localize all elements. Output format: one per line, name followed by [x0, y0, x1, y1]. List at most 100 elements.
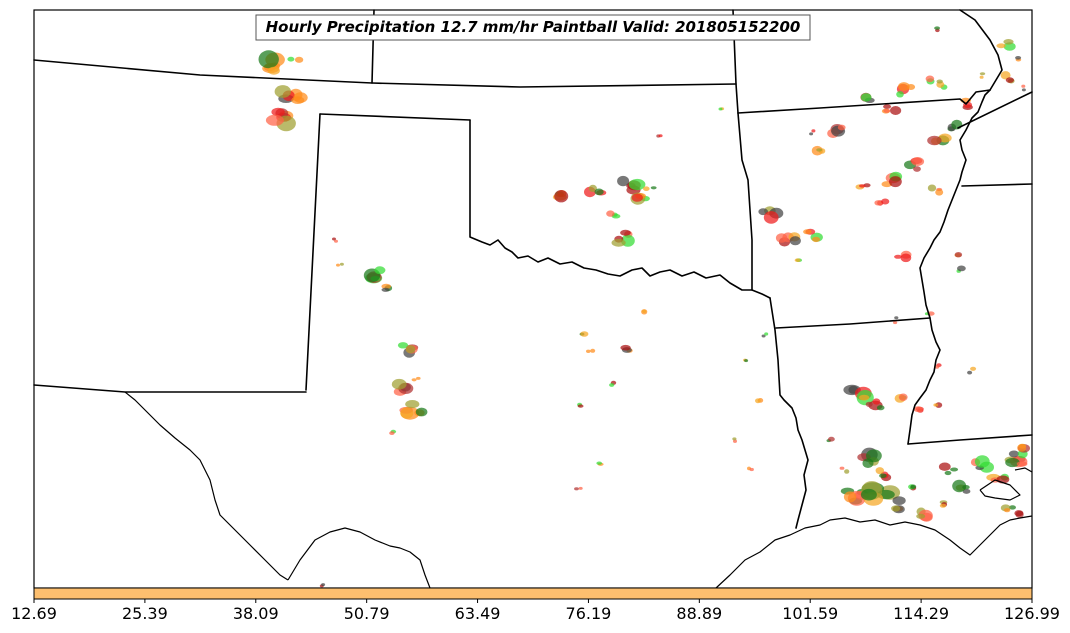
- precipitation-paintball: [898, 82, 910, 91]
- precipitation-paintball: [1021, 84, 1026, 88]
- precipitation-paintball: [962, 485, 970, 490]
- precipitation-paintball: [596, 461, 602, 465]
- precipitation-paintball: [405, 400, 420, 409]
- precipitation-paintball: [732, 437, 737, 441]
- coast-mexico: [287, 527, 431, 589]
- precipitation-paintball: [586, 349, 591, 353]
- precipitation-paintball: [332, 237, 336, 241]
- precipitation-paintball: [859, 184, 866, 188]
- precipitation-paintball: [962, 488, 971, 494]
- precipitation-paintball: [744, 359, 749, 363]
- precipitation-paintball: [580, 331, 589, 337]
- precipitation-paintball: [334, 239, 338, 243]
- coast-texas-gulf: [715, 515, 1033, 589]
- precipitation-paintball: [287, 56, 295, 62]
- precipitation-paintball: [411, 378, 417, 382]
- precipitation-paintball: [650, 186, 657, 190]
- precipitation-paintball: [935, 189, 944, 196]
- precipitation-paintball: [913, 406, 923, 413]
- precipitation-paintball: [803, 229, 812, 235]
- gulf-coastline: [124, 391, 1033, 589]
- title-background: [255, 14, 811, 41]
- precipitation-paintball: [554, 190, 569, 203]
- precipitation-paintball: [876, 405, 885, 411]
- precipitation-paintball: [611, 238, 626, 247]
- precipitation-paintball: [588, 184, 598, 192]
- precipitation-paintball: [642, 309, 647, 313]
- precipitation-paintball: [934, 365, 940, 369]
- precipitation-paintball: [578, 486, 583, 490]
- precipitation-paintball: [967, 370, 973, 375]
- colorbar-ticks: 12.69 25.39 38.09 50.79 63.49 76.19 88.89 101.5…: [11, 599, 1060, 623]
- map-title: Hourly Precipitation 12.7 mm/hr Paintbal…: [266, 18, 801, 36]
- precipitation-paintball: [911, 157, 925, 166]
- precipitation-paintball: [894, 316, 899, 320]
- title-box: Hourly Precipitation 12.7 mm/hr Paintbal…: [255, 14, 811, 41]
- precipitation-paintballs: [258, 26, 1030, 588]
- precipitation-paintball: [274, 85, 291, 98]
- precipitation-paintball: [952, 479, 967, 493]
- precipitation-paintball: [916, 513, 926, 519]
- precipitation-paintball: [970, 366, 977, 371]
- precipitation-paintball: [812, 236, 820, 243]
- precipitation-paintball: [294, 56, 304, 63]
- precipitation-paintball: [321, 583, 326, 587]
- colorbar-tick-label: 63.49: [455, 604, 501, 623]
- precipitation-paintball: [1008, 450, 1020, 458]
- precipitation-paintball: [809, 132, 814, 136]
- precipitation-paintball: [763, 211, 779, 224]
- boundary-ks-ok: [319, 113, 471, 121]
- precipitation-paintball: [606, 210, 615, 217]
- boundary-tx-la: [769, 297, 809, 529]
- precipitation-paintball: [933, 403, 939, 407]
- precipitation-paintball: [890, 106, 902, 115]
- precipitation-paintball: [927, 184, 937, 192]
- precipitation-paintball: [925, 75, 935, 83]
- precipitation-paintball: [594, 188, 604, 196]
- precipitation-paintball: [718, 107, 723, 111]
- precipitation-paintball: [874, 200, 883, 206]
- precipitation-paintball: [860, 93, 872, 102]
- boundary-mississippi: [907, 89, 991, 445]
- precipitation-paintball: [913, 166, 921, 172]
- precipitation-paintball: [860, 488, 877, 501]
- colorbar-tick-label: 76.19: [566, 604, 612, 623]
- precipitation-paintball: [381, 287, 390, 292]
- precipitation-paintball: [574, 487, 579, 491]
- boundary-la-ms: [907, 434, 1033, 445]
- boundary-ia-il: [959, 9, 1003, 91]
- colorbar-tick-label: 101.59: [782, 604, 838, 623]
- precipitation-paintball: [927, 135, 942, 146]
- precipitation-paintball: [844, 469, 850, 474]
- precipitation-paintball: [865, 401, 873, 407]
- precipitation-paintball: [1003, 508, 1011, 513]
- precipitation-paintball: [415, 407, 428, 417]
- precipitation-paintball: [271, 107, 285, 117]
- precipitation-paintball: [1017, 444, 1027, 452]
- precipitation-paintball: [843, 491, 857, 503]
- precipitation-paintball: [811, 129, 816, 133]
- precipitation-paintball: [872, 398, 881, 405]
- boundary-mo-ar: [737, 89, 991, 114]
- precipitation-paintball: [775, 233, 788, 243]
- precipitation-paintball: [258, 50, 279, 69]
- precipitation-paintball: [381, 283, 392, 289]
- precipitation-paintball: [397, 342, 409, 349]
- precipitation-paintball: [974, 455, 990, 468]
- precipitation-paintball: [858, 394, 870, 401]
- precipitation-paintball: [910, 484, 917, 489]
- precipitation-paintball: [267, 66, 280, 75]
- precipitation-paintball: [400, 407, 414, 419]
- precipitation-paintball: [658, 134, 663, 138]
- precipitation-paintball: [620, 344, 631, 351]
- boundary-ky-tn: [961, 183, 1033, 187]
- coast-texas: [124, 391, 289, 581]
- precipitation-paintball: [934, 26, 940, 30]
- precipitation-paintball: [631, 193, 643, 202]
- precipitation-paintball: [1016, 461, 1028, 467]
- precipitation-paintball: [391, 378, 407, 390]
- precipitation-paintball: [1000, 71, 1011, 80]
- precipitation-paintball: [1005, 77, 1015, 83]
- colorbar-tick-label: 88.89: [676, 604, 722, 623]
